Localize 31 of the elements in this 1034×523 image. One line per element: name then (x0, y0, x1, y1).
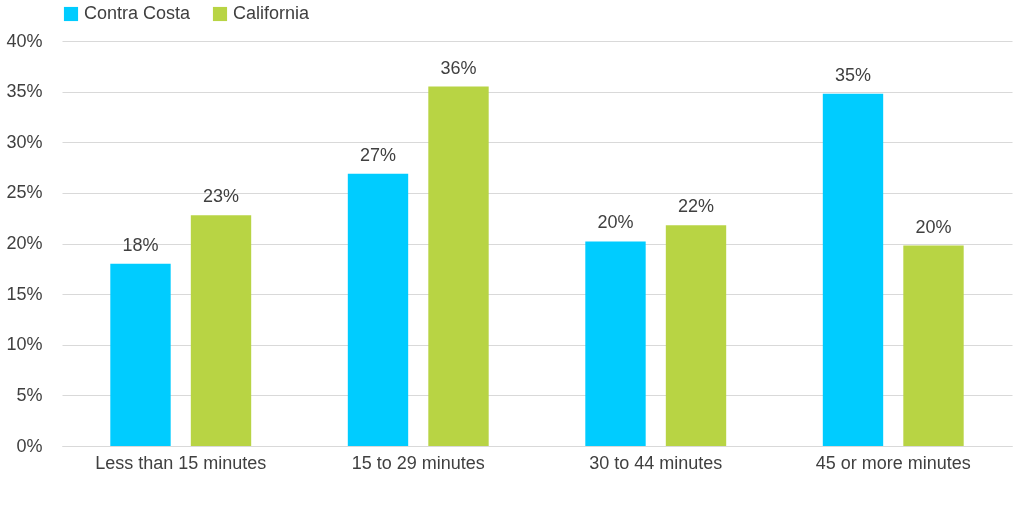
y-tick-label: 15% (6, 283, 43, 304)
bar (903, 245, 964, 446)
x-tick-label: 45 or more minutes (815, 452, 971, 473)
bar (585, 241, 646, 446)
y-tick-label: 20% (6, 233, 43, 253)
y-tick-label: 0% (16, 435, 43, 456)
data-label: 35% (834, 64, 872, 85)
bar (665, 225, 727, 446)
y-tick-label: 10% (6, 334, 43, 355)
y-tick-label: 35% (6, 81, 43, 102)
y-tick-label: 30% (6, 131, 43, 152)
legend-label: Contra Costa (84, 3, 192, 23)
bar (428, 86, 489, 446)
data-label: 36% (440, 57, 477, 78)
y-tick-label: 25% (6, 182, 43, 203)
y-tick-label: 5% (16, 384, 43, 405)
data-label: 18% (122, 234, 159, 255)
y-tick-label: 40% (6, 30, 43, 51)
data-label: 20% (597, 212, 634, 233)
bar (110, 263, 171, 446)
x-tick-label: Less than 15 minutes (95, 452, 267, 473)
data-label: 22% (677, 196, 715, 217)
data-label: 27% (359, 144, 397, 165)
x-tick-label: 15 to 29 minutes (351, 452, 485, 473)
bar (822, 93, 884, 446)
bar (190, 215, 252, 446)
bar (347, 173, 409, 446)
x-tick-label: 30 to 44 minutes (589, 452, 723, 473)
legend-label: California (233, 3, 311, 23)
data-label: 20% (915, 216, 952, 237)
data-label: 23% (202, 186, 240, 207)
